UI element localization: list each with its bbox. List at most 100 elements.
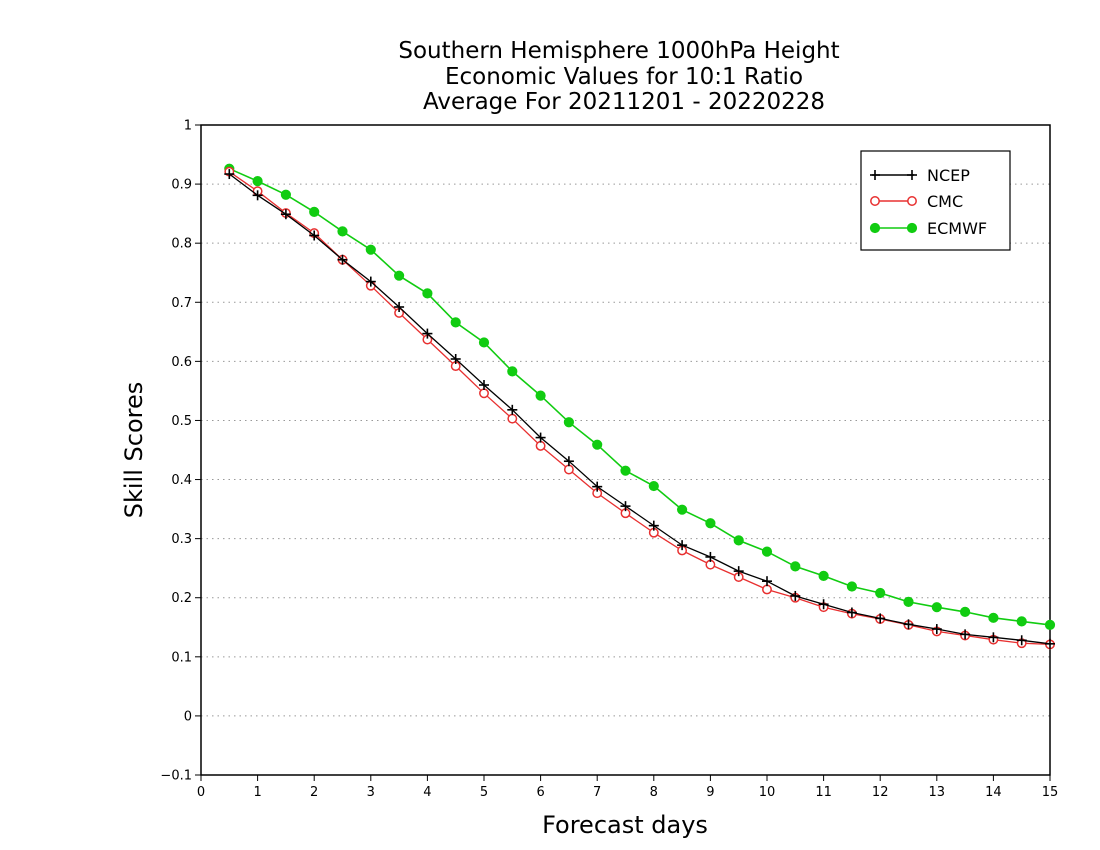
y-tick-label: 0 bbox=[184, 709, 192, 724]
ncep-point bbox=[507, 404, 518, 415]
y-tick-label: −0.1 bbox=[160, 769, 192, 784]
cmc-point bbox=[563, 464, 574, 475]
y-tick-label: 0.8 bbox=[171, 237, 192, 252]
legend-item-cmc: CMC bbox=[870, 192, 963, 211]
ncep-point bbox=[648, 520, 659, 531]
y-tick-label: 0.2 bbox=[171, 591, 192, 606]
ecmwf-point bbox=[846, 581, 858, 592]
ecmwf-point bbox=[620, 465, 631, 476]
x-tick-label: 0 bbox=[197, 785, 205, 800]
ncep-point bbox=[620, 501, 631, 512]
ncep-point bbox=[903, 619, 914, 630]
x-tick-label: 8 bbox=[650, 785, 658, 800]
legend-marker-ncep bbox=[870, 170, 880, 180]
ecmwf-point bbox=[337, 226, 348, 237]
ecmwf-point bbox=[309, 206, 320, 217]
ncep-point bbox=[790, 590, 801, 601]
x-tick-label: 14 bbox=[985, 785, 1002, 800]
ecmwf-point bbox=[790, 561, 801, 572]
legend-item-ncep: NCEP bbox=[870, 166, 970, 185]
legend-marker-ecmwf bbox=[869, 222, 881, 234]
x-tick-label: 1 bbox=[253, 785, 261, 800]
x-tick-label: 7 bbox=[593, 785, 601, 800]
ncep-point bbox=[365, 276, 376, 287]
cmc-point bbox=[479, 388, 489, 399]
x-axis: 0 1 2 3 4 5 6 7 8 9 10 11 12 13 14 15 bbox=[197, 775, 1058, 800]
x-tick-label: 15 bbox=[1042, 785, 1059, 800]
y-tick-label: 0.1 bbox=[171, 650, 192, 665]
ecmwf-point bbox=[960, 606, 971, 618]
legend-marker-ecmwf bbox=[906, 222, 918, 234]
ecmwf-point bbox=[450, 317, 461, 328]
ecmwf-point bbox=[1016, 616, 1027, 627]
ncep-point bbox=[931, 624, 942, 635]
ncep-point bbox=[422, 328, 433, 339]
ecmwf-point bbox=[252, 176, 263, 187]
ecmwf-point bbox=[422, 288, 433, 299]
ncep-point bbox=[1016, 635, 1027, 646]
ncep-point bbox=[818, 599, 829, 610]
y-tick-label: 0.5 bbox=[171, 414, 192, 429]
y-axis: −0.1 0 0.1 0.2 0.3 0.4 0.5 0.6 0.7 0.8 0.9 1 bbox=[160, 119, 201, 784]
ncep-point bbox=[224, 169, 235, 180]
ncep-point bbox=[450, 354, 461, 364]
x-tick-label: 6 bbox=[536, 785, 544, 800]
title-line-2: Economic Values for 10:1 Ratio bbox=[445, 64, 803, 90]
ecmwf-point bbox=[648, 480, 659, 492]
ncep-point bbox=[677, 540, 688, 551]
legend-label-ncep: NCEP bbox=[927, 166, 970, 185]
cmc-point bbox=[507, 413, 518, 424]
cmc-point bbox=[762, 584, 772, 595]
ecmwf-point bbox=[988, 612, 999, 623]
ecmwf-point bbox=[280, 189, 291, 200]
title-line-1: Southern Hemisphere 1000hPa Height bbox=[398, 38, 839, 64]
ncep-point bbox=[252, 190, 263, 201]
ecmwf-point bbox=[903, 596, 914, 607]
legend-marker-cmc bbox=[870, 196, 880, 206]
y-tick-label: 1 bbox=[184, 119, 192, 134]
ecmwf-point bbox=[875, 587, 886, 599]
legend: NCEP CMC ECMWF bbox=[860, 150, 1011, 251]
ecmwf-point bbox=[535, 390, 546, 401]
series-layer bbox=[224, 163, 1056, 650]
legend-marker-cmc bbox=[907, 196, 917, 206]
series-ncep bbox=[224, 169, 1055, 649]
ncep-point bbox=[762, 576, 772, 587]
y-axis-label: Skill Scores bbox=[120, 382, 148, 519]
ecmwf-point bbox=[592, 439, 603, 450]
legend-label-ecmwf: ECMWF bbox=[927, 219, 987, 238]
ncep-point bbox=[535, 432, 546, 443]
x-tick-label: 5 bbox=[480, 785, 488, 800]
ecmwf-point bbox=[394, 270, 405, 281]
ecmwf-point bbox=[1044, 619, 1056, 631]
x-tick-label: 2 bbox=[310, 785, 318, 800]
legend-label-cmc: CMC bbox=[927, 192, 963, 211]
y-tick-label: 0.7 bbox=[171, 296, 192, 311]
y-tick-label: 0.6 bbox=[171, 355, 192, 370]
ncep-point bbox=[592, 481, 603, 492]
legend-item-ecmwf: ECMWF bbox=[869, 219, 987, 238]
ecmwf-point bbox=[705, 518, 716, 529]
ecmwf-point bbox=[733, 535, 744, 546]
ncep-point bbox=[479, 380, 489, 390]
ncep-point bbox=[280, 209, 291, 220]
ncep-point bbox=[875, 613, 886, 624]
ecmwf-point bbox=[677, 504, 688, 515]
legend-marker-ncep bbox=[907, 170, 917, 180]
ncep-point bbox=[960, 629, 971, 640]
ncep-point bbox=[988, 632, 999, 643]
ecmwf-point bbox=[563, 417, 575, 428]
x-tick-label: 9 bbox=[706, 785, 714, 800]
ecmwf-point bbox=[478, 337, 490, 348]
ecmwf-point bbox=[365, 244, 376, 255]
x-tick-label: 12 bbox=[872, 785, 889, 800]
ecmwf-point bbox=[818, 570, 829, 581]
ecmwf-point bbox=[761, 546, 773, 557]
cmc-point bbox=[535, 440, 546, 451]
ncep-point bbox=[705, 551, 716, 562]
ncep-point bbox=[563, 456, 574, 467]
ncep-point bbox=[1045, 638, 1055, 649]
ecmwf-point bbox=[507, 366, 518, 377]
x-tick-label: 13 bbox=[929, 785, 946, 800]
plot-area bbox=[200, 124, 1051, 776]
